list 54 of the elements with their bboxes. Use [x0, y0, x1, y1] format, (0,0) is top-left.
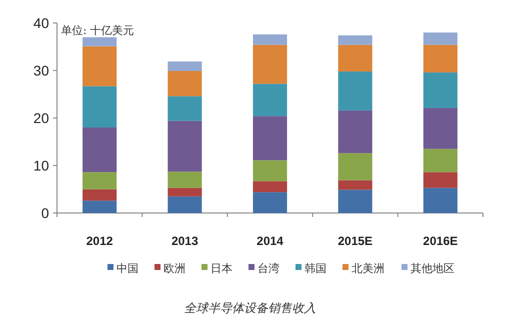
bar	[168, 188, 202, 196]
x-tick-label: 2016E	[423, 234, 458, 248]
bar	[82, 189, 117, 201]
bar	[423, 32, 458, 45]
bar	[168, 61, 202, 71]
bar	[338, 110, 372, 154]
legend-label: 北美洲	[352, 262, 384, 275]
bar	[252, 160, 288, 182]
bar	[252, 84, 288, 116]
y-tick-label: 20	[33, 110, 50, 126]
bar	[168, 120, 202, 172]
bar	[338, 35, 372, 45]
bar	[82, 37, 117, 46]
y-tick-label: 30	[33, 62, 50, 78]
bar	[423, 108, 458, 149]
bar	[338, 44, 372, 72]
y-tick-label: 10	[33, 158, 50, 174]
bar	[252, 44, 288, 84]
legend-label: 日本	[210, 262, 232, 275]
bar	[168, 172, 202, 188]
bar	[423, 72, 458, 108]
x-tick-label: 2014	[256, 234, 284, 248]
bar	[423, 44, 458, 72]
bar	[82, 172, 117, 190]
bar	[252, 34, 288, 45]
legend-label: 欧洲	[164, 262, 186, 275]
text: 全球半导体设备销售收入	[184, 301, 316, 315]
bar	[423, 148, 458, 172]
legend-label: 中国	[116, 262, 138, 275]
bar	[252, 192, 288, 213]
bar	[338, 153, 372, 180]
bar	[168, 196, 202, 213]
bar	[338, 71, 372, 110]
bar	[82, 200, 117, 213]
y-tick-label: 40	[33, 15, 50, 31]
legend-label: 韩国	[304, 262, 326, 275]
x-tick-label: 2013	[171, 234, 198, 248]
bar	[82, 86, 117, 128]
x-tick-label: 2012	[86, 234, 114, 248]
legend-label: 台湾	[258, 262, 280, 275]
legend-label: 其他地区	[410, 262, 454, 275]
bar	[338, 190, 372, 213]
bar	[423, 188, 458, 213]
bar	[252, 181, 288, 192]
annotation: 单位: 十亿美元	[61, 24, 134, 37]
bar	[82, 128, 117, 172]
bar	[168, 70, 202, 96]
bar	[252, 116, 288, 160]
bar	[168, 96, 202, 121]
y-tick-label: 0	[41, 205, 50, 221]
bar	[338, 180, 372, 190]
x-tick-label: 2015E	[338, 234, 373, 248]
bar	[423, 172, 458, 188]
bar	[82, 46, 117, 86]
